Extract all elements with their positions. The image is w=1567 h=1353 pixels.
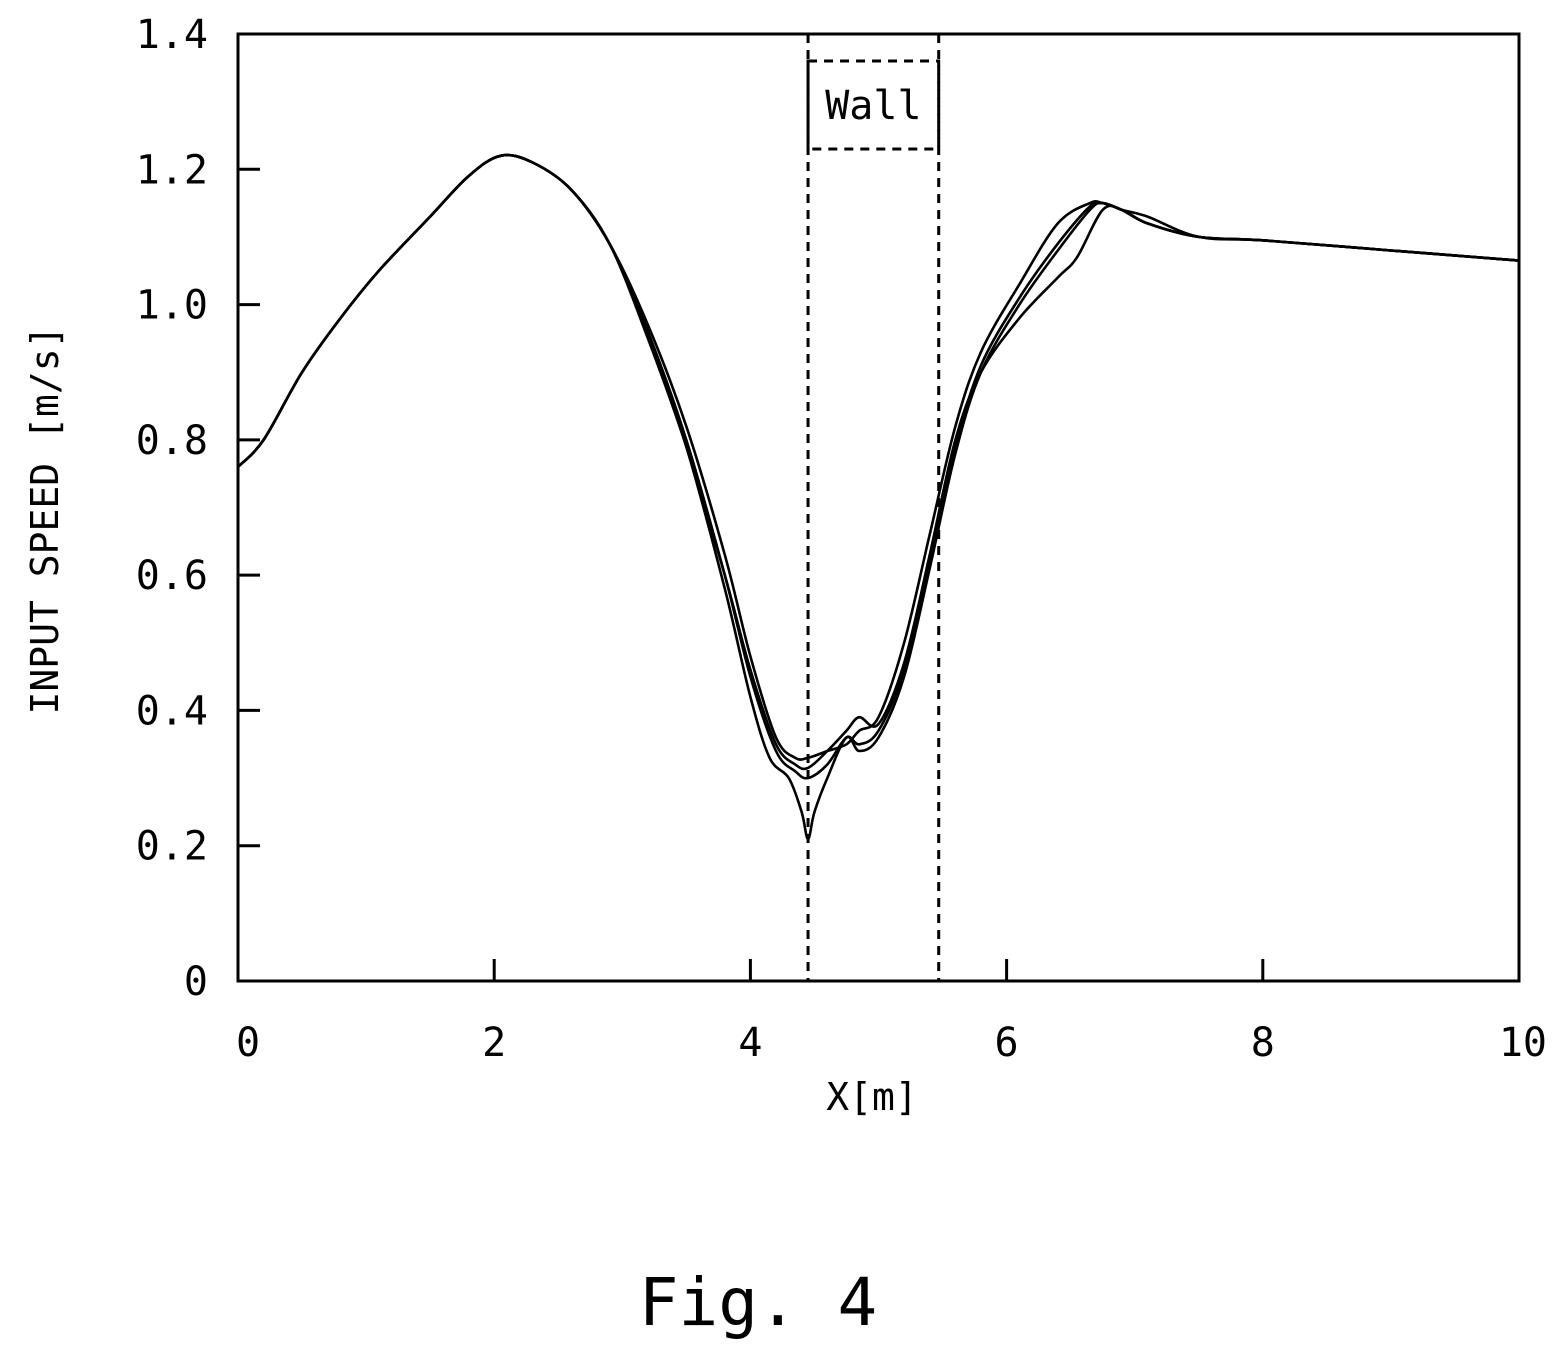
y-tick-label: 0.8 — [136, 418, 208, 464]
series-line-2 — [236, 153, 1521, 780]
y-tick-label: 1.0 — [136, 283, 208, 329]
plot-frame — [236, 32, 1521, 983]
y-tick-label: 0 — [184, 959, 208, 1005]
wall-region: Wall — [806, 34, 941, 981]
y-tick-label: 0.2 — [136, 824, 208, 870]
y-axis: 0 0.2 0.4 0.6 0.8 1.0 1.2 1.4 — [136, 12, 260, 1005]
series-group — [236, 153, 1521, 841]
series-line-3 — [236, 153, 1521, 841]
series-line-4 — [236, 153, 1521, 771]
figure-caption: Fig. 4 — [639, 1264, 877, 1341]
wall-label: Wall — [825, 83, 921, 129]
x-tick-label: 0 — [236, 1020, 260, 1066]
x-axis: 0 2 4 6 8 10 — [236, 959, 1547, 1066]
x-tick-label: 6 — [995, 1020, 1019, 1066]
x-axis-title: X[m] — [826, 1075, 918, 1119]
x-tick-label: 8 — [1251, 1020, 1275, 1066]
y-tick-label: 1.2 — [136, 147, 208, 193]
x-tick-label: 4 — [738, 1020, 762, 1066]
y-tick-label: 0.4 — [136, 688, 208, 734]
y-tick-label: 0.6 — [136, 553, 208, 599]
y-tick-label: 1.4 — [136, 12, 208, 58]
x-tick-label: 2 — [482, 1020, 506, 1066]
x-tick-label: 10 — [1499, 1020, 1547, 1066]
wall-label-box — [806, 59, 941, 151]
y-axis-title: INPUT SPEED [m/s] — [23, 326, 67, 715]
plot-area: Wall — [236, 32, 1521, 983]
